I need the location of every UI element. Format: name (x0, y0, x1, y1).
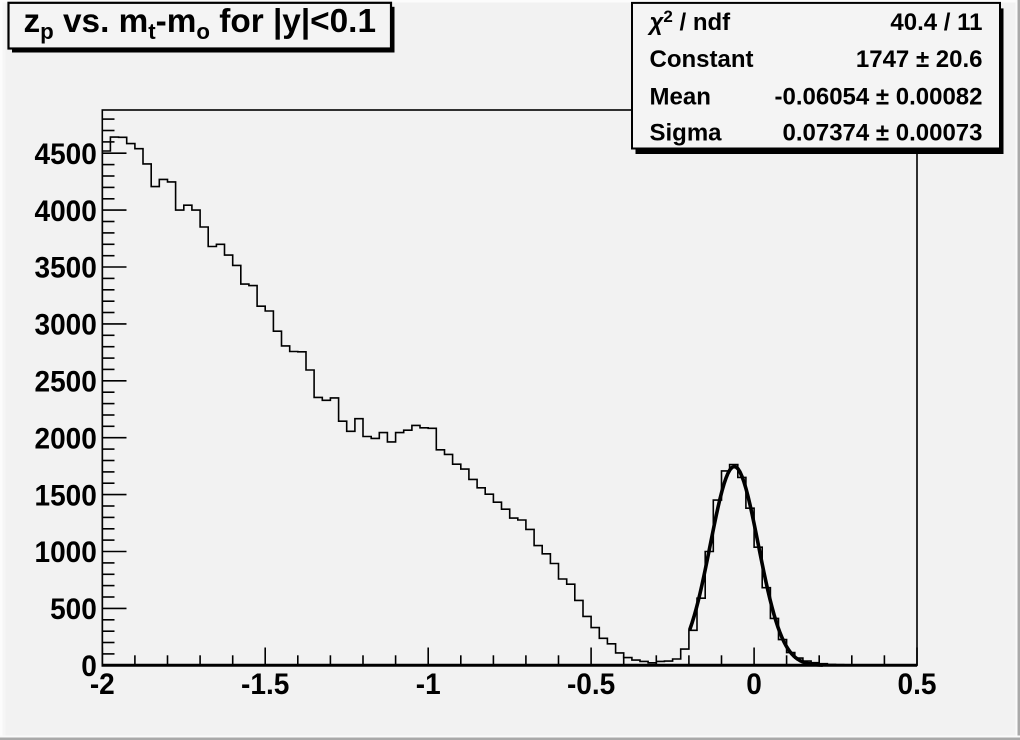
svg-text:1747 ± 20.6: 1747 ± 20.6 (856, 46, 983, 73)
svg-text:0: 0 (81, 650, 97, 683)
svg-text:500: 500 (50, 593, 97, 626)
svg-text:2500: 2500 (35, 366, 97, 399)
svg-text:1500: 1500 (35, 479, 97, 512)
svg-text:-0.06054 ± 0.00082: -0.06054 ± 0.00082 (774, 84, 982, 111)
svg-text:1000: 1000 (35, 536, 97, 569)
svg-text:Constant: Constant (650, 46, 754, 73)
svg-text:40.4 / 11: 40.4 / 11 (890, 9, 982, 36)
svg-text:zp vs. mt-mo for |y|<0.1: zp vs. mt-mo for |y|<0.1 (24, 2, 377, 44)
svg-text:-1: -1 (416, 668, 441, 701)
svg-text:-1.5: -1.5 (241, 668, 289, 701)
svg-text:3000: 3000 (35, 309, 97, 342)
svg-text:-0.5: -0.5 (567, 668, 615, 701)
svg-text:3500: 3500 (35, 252, 97, 285)
svg-text:Sigma: Sigma (650, 120, 723, 147)
svg-text:4000: 4000 (35, 195, 97, 228)
svg-text:χ2 / ndf: χ2 / ndf (647, 7, 732, 36)
svg-text:0.07374 ± 0.00073: 0.07374 ± 0.00073 (782, 120, 982, 147)
svg-text:2000: 2000 (35, 422, 97, 455)
svg-text:4500: 4500 (35, 138, 97, 171)
svg-text:0: 0 (746, 668, 762, 701)
svg-text:0.5: 0.5 (898, 668, 937, 701)
svg-text:Mean: Mean (650, 84, 711, 111)
svg-text:-2: -2 (90, 668, 115, 701)
